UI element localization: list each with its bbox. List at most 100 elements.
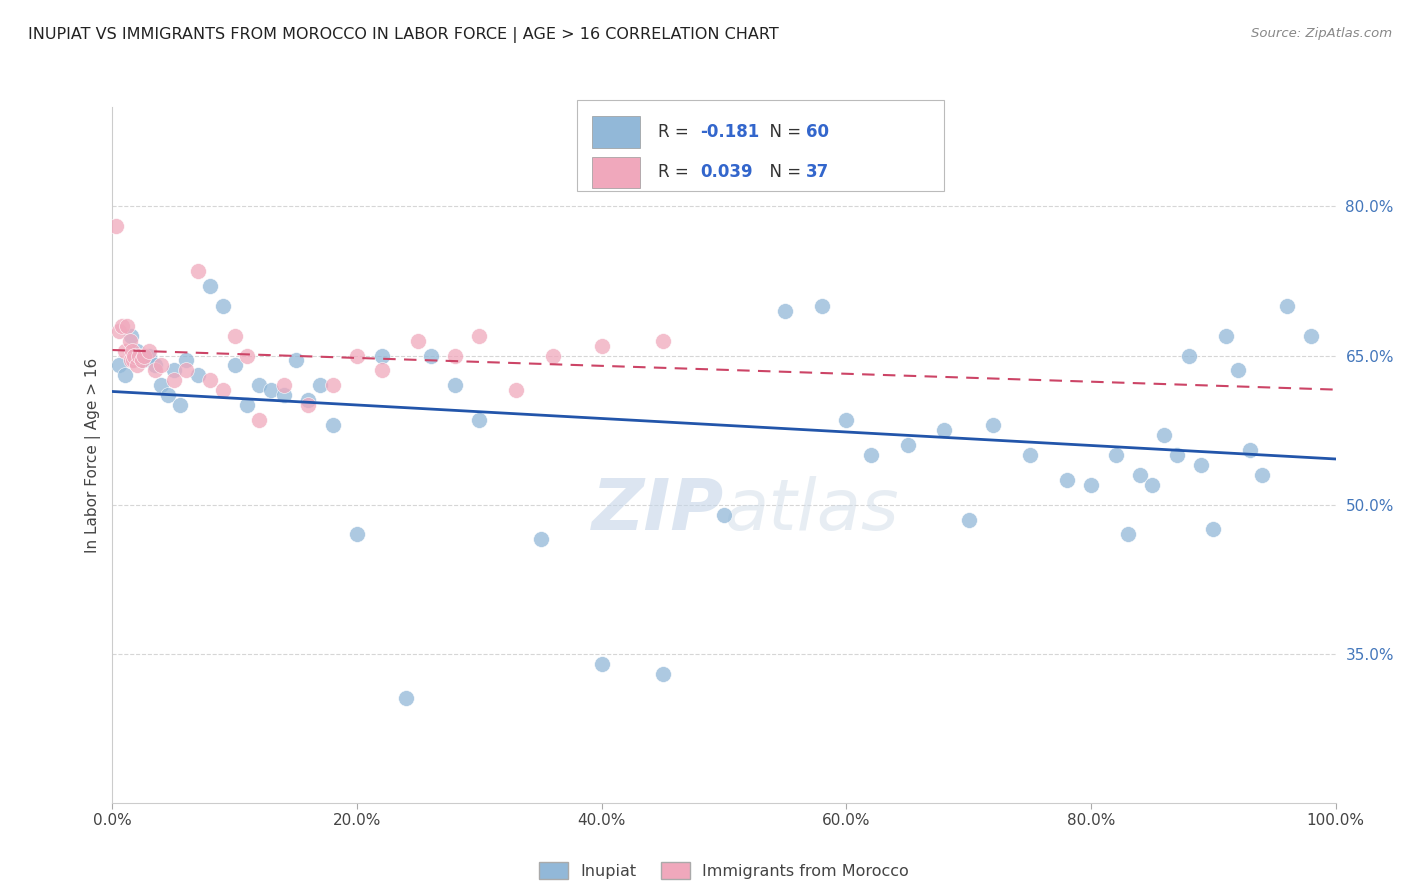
- Point: [541, 349, 564, 363]
- Point: [156, 388, 179, 402]
- Text: -0.181: -0.181: [700, 123, 759, 141]
- Point: [122, 353, 145, 368]
- Point: [134, 349, 156, 363]
- Point: [143, 359, 166, 373]
- Point: [273, 388, 295, 402]
- Point: [236, 398, 259, 412]
- Point: [297, 393, 319, 408]
- Point: [1275, 299, 1298, 313]
- Point: [128, 349, 150, 363]
- Text: INUPIAT VS IMMIGRANTS FROM MOROCCO IN LABOR FORCE | AGE > 16 CORRELATION CHART: INUPIAT VS IMMIGRANTS FROM MOROCCO IN LA…: [28, 27, 779, 43]
- Point: [143, 363, 166, 377]
- Point: [346, 349, 368, 363]
- Point: [1239, 442, 1261, 457]
- Point: [652, 334, 675, 348]
- Point: [444, 378, 467, 392]
- Point: [260, 384, 283, 398]
- Point: [236, 349, 259, 363]
- Point: [132, 353, 155, 368]
- Point: [468, 328, 491, 343]
- Point: [111, 318, 134, 333]
- Point: [1104, 448, 1126, 462]
- Point: [114, 368, 136, 383]
- Point: [811, 299, 834, 313]
- Point: [322, 418, 344, 433]
- Point: [1142, 477, 1164, 491]
- Point: [105, 219, 128, 234]
- Point: [174, 363, 197, 377]
- Point: [187, 368, 209, 383]
- Point: [1080, 477, 1102, 491]
- Point: [187, 264, 209, 278]
- Point: [957, 512, 980, 526]
- Point: [775, 303, 797, 318]
- Legend: Inupiat, Immigrants from Morocco: Inupiat, Immigrants from Morocco: [533, 856, 915, 885]
- Point: [121, 343, 143, 358]
- Point: [247, 413, 270, 427]
- Point: [859, 448, 882, 462]
- Point: [125, 359, 148, 373]
- Point: [1116, 527, 1139, 541]
- Point: [200, 279, 222, 293]
- Point: [124, 349, 146, 363]
- Point: [200, 373, 222, 387]
- Text: N =: N =: [759, 123, 807, 141]
- Point: [1251, 467, 1274, 482]
- Point: [529, 533, 551, 547]
- Point: [591, 338, 613, 352]
- Point: [114, 343, 136, 358]
- Point: [247, 378, 270, 392]
- Point: [150, 378, 173, 392]
- Text: R =: R =: [658, 123, 695, 141]
- Text: R =: R =: [658, 163, 695, 181]
- Point: [1178, 349, 1201, 363]
- Text: Source: ZipAtlas.com: Source: ZipAtlas.com: [1251, 27, 1392, 40]
- Point: [1018, 448, 1040, 462]
- Point: [224, 359, 246, 373]
- Point: [1189, 458, 1212, 472]
- Point: [468, 413, 491, 427]
- Point: [169, 398, 191, 412]
- Point: [505, 384, 527, 398]
- Text: 0.039: 0.039: [700, 163, 752, 181]
- Point: [297, 398, 319, 412]
- Point: [934, 423, 956, 437]
- Point: [150, 359, 173, 373]
- Point: [1215, 328, 1237, 343]
- Text: atlas: atlas: [724, 476, 898, 545]
- Point: [346, 527, 368, 541]
- Point: [652, 666, 675, 681]
- Point: [444, 349, 467, 363]
- Point: [118, 334, 141, 348]
- Point: [107, 324, 129, 338]
- Text: ZIP: ZIP: [592, 476, 724, 545]
- Point: [1129, 467, 1152, 482]
- Point: [309, 378, 332, 392]
- Point: [322, 378, 344, 392]
- Point: [284, 353, 308, 368]
- Point: [174, 353, 197, 368]
- Point: [211, 299, 233, 313]
- Text: N =: N =: [759, 163, 807, 181]
- Point: [408, 334, 430, 348]
- Point: [131, 353, 153, 368]
- Point: [835, 413, 858, 427]
- Point: [138, 349, 160, 363]
- Point: [713, 508, 735, 522]
- Point: [370, 363, 392, 377]
- Point: [1153, 428, 1175, 442]
- Text: 37: 37: [806, 163, 830, 181]
- Point: [120, 353, 142, 368]
- Point: [273, 378, 295, 392]
- Point: [897, 438, 920, 452]
- Point: [120, 328, 142, 343]
- Point: [138, 343, 160, 358]
- Point: [163, 363, 186, 377]
- Text: 60: 60: [806, 123, 828, 141]
- Point: [395, 691, 418, 706]
- Point: [1166, 448, 1188, 462]
- Point: [125, 343, 148, 358]
- Point: [1226, 363, 1249, 377]
- Point: [419, 349, 441, 363]
- Point: [107, 359, 129, 373]
